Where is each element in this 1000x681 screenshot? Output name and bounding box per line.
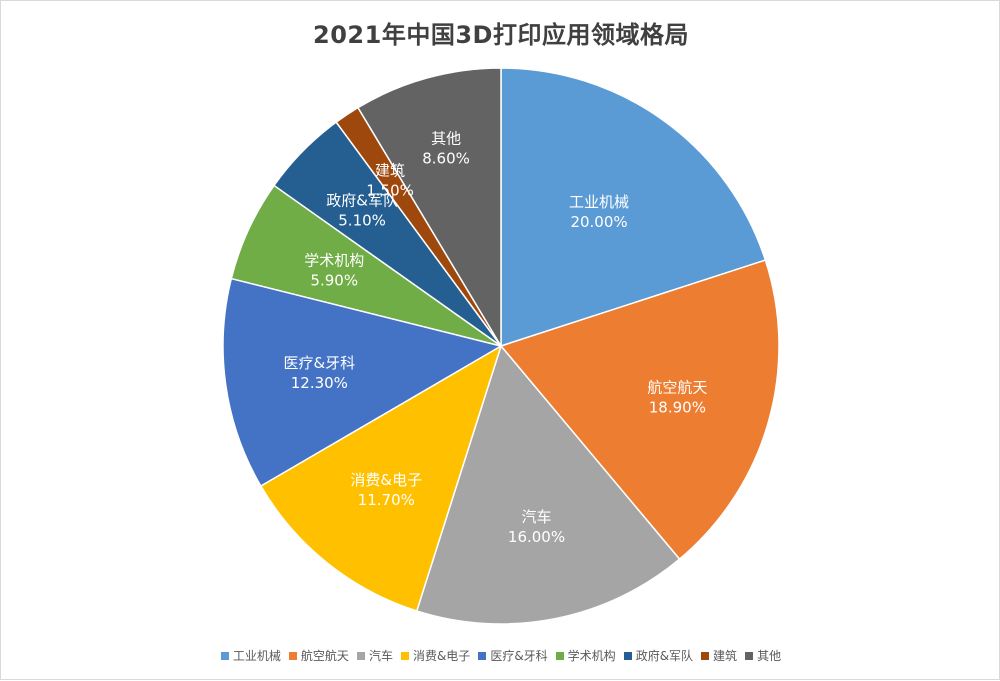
legend-label: 消费&电子 bbox=[412, 649, 471, 663]
slice-category-label: 医疗&牙科 bbox=[283, 354, 355, 372]
legend-item: 工业机械 bbox=[220, 647, 281, 664]
slice-value-label: 5.10% bbox=[338, 212, 386, 230]
legend-label: 医疗&牙科 bbox=[490, 649, 548, 663]
legend-swatch bbox=[356, 651, 365, 660]
legend-swatch bbox=[288, 651, 297, 660]
pie-slice bbox=[356, 67, 502, 349]
legend-item: 航空航天 bbox=[288, 647, 349, 664]
legend-item: 汽车 bbox=[356, 647, 393, 664]
legend-swatch bbox=[701, 651, 710, 660]
legend-item: 其他 bbox=[745, 647, 781, 664]
legend-swatch bbox=[745, 651, 754, 660]
legend-swatch bbox=[220, 651, 229, 660]
pie-slice bbox=[415, 344, 681, 625]
legend-label: 学术机构 bbox=[567, 649, 616, 663]
pie-slice bbox=[222, 277, 503, 488]
slice-category-label: 政府&军队 bbox=[326, 192, 398, 210]
slice-category-label: 建筑 bbox=[375, 161, 405, 179]
legend-label: 政府&军队 bbox=[635, 649, 694, 663]
legend-swatch bbox=[555, 651, 564, 660]
legend-item: 建筑 bbox=[701, 647, 737, 664]
slice-value-label: 1.50% bbox=[366, 181, 414, 199]
slice-category-label: 其他 bbox=[431, 130, 461, 148]
legend-swatch bbox=[623, 651, 632, 660]
legend-label: 航空航天 bbox=[300, 649, 349, 663]
legend: 工业机械 航空航天 汽车 消费&电子 医疗&牙科 学术机构 政府&军队 建筑 其他 bbox=[1, 647, 1000, 664]
pie-slice bbox=[259, 344, 503, 612]
pie-labels: 工业机械 20.00% 航空航天 18.90% 汽车 16.00% 消费&电子 11.70% 医… bbox=[283, 130, 707, 546]
slice-category-label: 学术机构 bbox=[304, 251, 364, 269]
slice-category-label: 工业机械 bbox=[569, 193, 629, 211]
legend-swatch bbox=[400, 651, 409, 660]
slice-category-label: 消费&电子 bbox=[350, 471, 422, 489]
legend-item: 政府&军队 bbox=[623, 647, 694, 664]
pie-slice bbox=[500, 67, 767, 348]
slice-value-label: 11.70% bbox=[358, 491, 415, 509]
chart-title: 2021年中国3D打印应用领域格局 bbox=[313, 21, 689, 49]
pie-slices bbox=[222, 67, 780, 625]
legend-item: 消费&电子 bbox=[400, 647, 471, 664]
slice-value-label: 18.90% bbox=[649, 399, 706, 417]
legend-label: 汽车 bbox=[368, 649, 393, 663]
slice-category-label: 汽车 bbox=[522, 508, 552, 526]
legend-label: 工业机械 bbox=[232, 649, 281, 663]
legend-swatch bbox=[478, 651, 487, 660]
slice-value-label: 12.30% bbox=[291, 374, 348, 392]
legend-label: 其他 bbox=[757, 649, 782, 663]
pie-slice bbox=[499, 259, 780, 561]
legend-item: 学术机构 bbox=[555, 647, 616, 664]
slice-value-label: 16.00% bbox=[508, 528, 565, 546]
slice-value-label: 5.90% bbox=[310, 271, 358, 289]
legend-label: 建筑 bbox=[713, 649, 738, 663]
slice-value-label: 8.60% bbox=[422, 150, 470, 168]
slice-value-label: 20.00% bbox=[570, 213, 627, 231]
slice-category-label: 航空航天 bbox=[647, 379, 707, 397]
legend-item: 医疗&牙科 bbox=[478, 647, 548, 664]
